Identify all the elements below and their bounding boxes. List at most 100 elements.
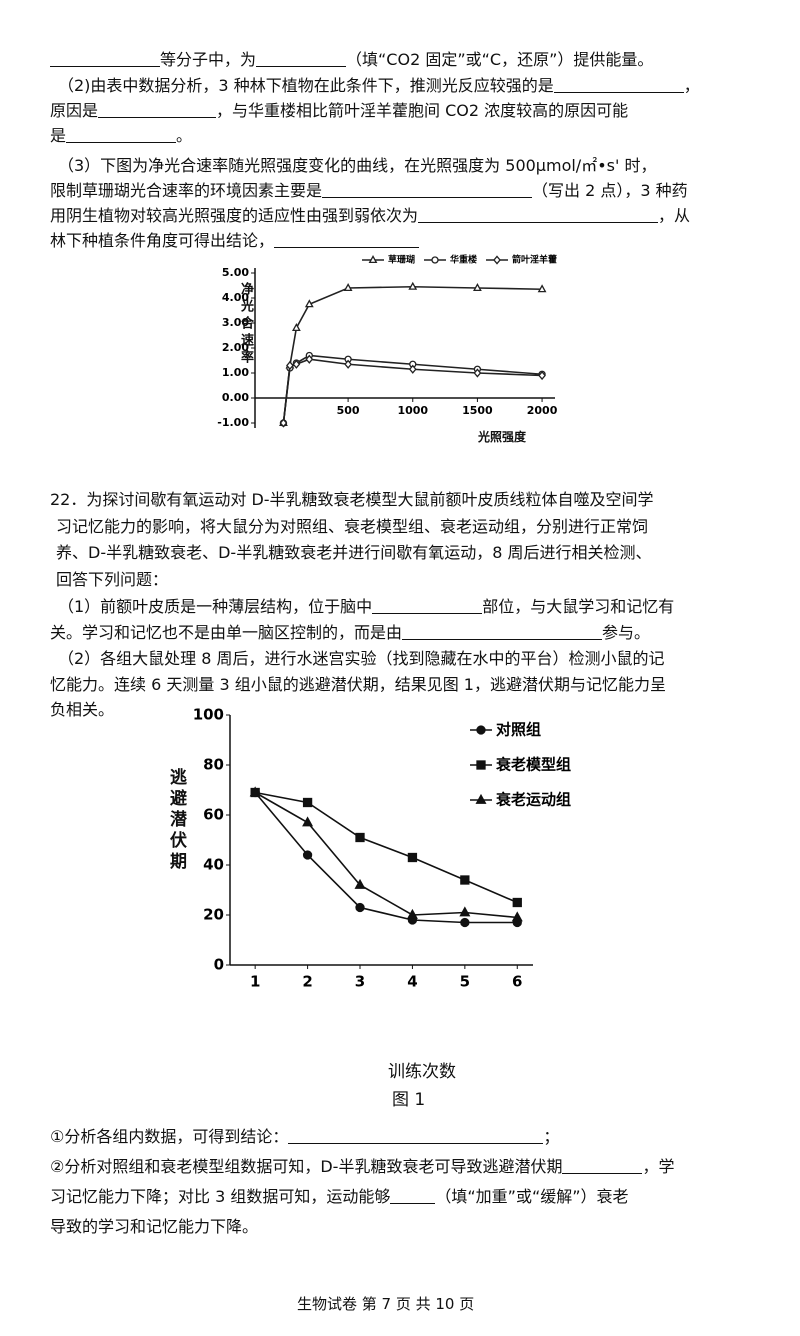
- text: （3）下图为净光合速率随光照强度变化的曲线，在光照强度为 500μmol/㎡•s…: [58, 156, 657, 175]
- series-line: [254, 791, 518, 919]
- y-tick-label: 1.00: [222, 366, 249, 379]
- marker: [460, 917, 470, 928]
- x-tick-label: 1500: [462, 404, 493, 417]
- y-tick-label: 60: [203, 806, 224, 824]
- legend-label: 衰老运动组: [495, 791, 571, 809]
- marker: [343, 283, 353, 292]
- series-line: [255, 791, 518, 904]
- marker: [279, 418, 288, 428]
- answer-blank: [66, 126, 177, 143]
- text: 关。学习和记忆也不是由单一脑区控制的，而是由: [50, 623, 403, 642]
- y-tick-label: 0: [214, 956, 224, 974]
- marker: [473, 283, 482, 292]
- text: （2)由表中数据分析，3 种林下植物在此条件下，推测光反应较强的是: [58, 76, 554, 95]
- marker: [407, 852, 418, 863]
- text: （填“加重”或“缓解”）衰老: [435, 1187, 629, 1206]
- marker: [475, 793, 487, 804]
- y-axis-title: 逃避潜伏期: [166, 768, 186, 873]
- x-tick-label: 1000: [397, 404, 428, 417]
- x-axis-title: 训练次数: [388, 1062, 456, 1082]
- marker: [344, 359, 352, 369]
- text-line: 用阴生植物对较高光照强度的适应性由强到弱依次为 ，从: [50, 206, 690, 226]
- text-line: 导致的学习和记忆能力下降。: [50, 1217, 258, 1237]
- answer-blank: [256, 50, 347, 67]
- text: ②分析对照组和衰老模型组数据可知，D-半乳糖致衰老可导致逃避潜伏期: [50, 1157, 563, 1176]
- y-tick-label: 4.00: [222, 291, 249, 304]
- legend-label: 草珊瑚: [388, 254, 415, 266]
- text-line: 原因是 ，与华重楼相比箭叶淫羊藿胞间 CO2 浓度较高的原因可能: [50, 101, 628, 121]
- text: 。: [176, 126, 193, 145]
- marker: [292, 359, 301, 369]
- x-tick-label: 4: [407, 973, 417, 991]
- text: 限制草珊瑚光合速率的环境因素主要是: [50, 181, 323, 200]
- y-tick-label: 100: [193, 706, 224, 724]
- answer-blank: [322, 181, 533, 198]
- text: 用阴生植物对较高光照强度的适应性由强到弱依次为: [50, 206, 419, 225]
- text-line: 忆能力。连续 6 天测量 3 组小鼠的逃避潜伏期，结果见图 1，逃避潜伏期与记忆…: [50, 675, 666, 695]
- answer-blank: [372, 597, 483, 614]
- text-line: ①分析各组内数据，可得到结论： ；: [50, 1127, 559, 1147]
- marker: [355, 902, 365, 913]
- y-tick-label: 80: [203, 756, 224, 774]
- marker: [511, 911, 523, 922]
- marker: [302, 850, 313, 860]
- x-tick-label: 3: [355, 973, 365, 991]
- y-tick-label: -1.00: [217, 416, 249, 429]
- x-axis-title: 光照强度: [478, 430, 527, 444]
- text: 习记忆能力下降；对比 3 组数据可知，运动能够: [50, 1187, 391, 1206]
- y-tick-label: 20: [203, 906, 224, 924]
- marker: [286, 360, 294, 371]
- marker: [249, 786, 261, 797]
- marker: [537, 284, 547, 293]
- text: 参与。: [602, 623, 651, 642]
- text: ；: [543, 1127, 560, 1146]
- text: 回答下列问题：: [56, 570, 169, 589]
- x-tick-label: 1: [250, 973, 260, 991]
- text: 忆能力。连续 6 天测量 3 组小鼠的逃避潜伏期，结果见图 1，逃避潜伏期与记忆…: [50, 675, 666, 694]
- marker: [354, 878, 366, 889]
- y-tick-label: 0.00: [222, 391, 249, 404]
- text: （1）前额叶皮质是一种薄层结构，位于脑中: [58, 597, 373, 616]
- text: 22．为探讨间歇有氧运动对 D-半乳糖致衰老模型大鼠前额叶皮质线粒体自噬及空间学: [50, 490, 654, 509]
- y-tick-label: 40: [203, 856, 224, 874]
- marker: [473, 368, 482, 378]
- text-line: 关。学习和记忆也不是由单一脑区控制的，而是由 参与。: [50, 623, 650, 643]
- series-line: [282, 285, 543, 424]
- y-tick-label: 3.00: [222, 316, 249, 329]
- series-line: [254, 791, 518, 924]
- answer-blank: [390, 1187, 436, 1204]
- marker: [408, 364, 417, 374]
- marker: [408, 281, 418, 290]
- marker: [538, 370, 546, 381]
- marker: [476, 725, 486, 735]
- marker: [476, 760, 486, 770]
- marker: [304, 299, 314, 308]
- text: ①分析各组内数据，可得到结论：: [50, 1127, 289, 1146]
- answer-blank: [562, 1157, 643, 1174]
- marker: [431, 256, 439, 264]
- legend-label: 箭叶淫羊藿: [512, 254, 557, 266]
- y-tick-label: 2.00: [222, 341, 249, 354]
- text-line: 养、D-半乳糖致衰老、D-半乳糖致衰老并进行间歇有氧运动，8 周后进行相关检测、: [56, 543, 651, 563]
- text-line: 负相关。: [50, 700, 114, 720]
- marker: [512, 897, 522, 908]
- x-tick-label: 5: [460, 973, 470, 991]
- marker: [459, 906, 471, 917]
- text: ，从: [658, 206, 691, 225]
- text-line: （2)由表中数据分析，3 种林下植物在此条件下，推测光反应较强的是 ，: [58, 76, 700, 96]
- figure-caption: 图 1: [392, 1090, 426, 1110]
- y-axis-title: 净光合速率: [238, 282, 253, 367]
- text-line: （1）前额叶皮质是一种薄层结构，位于脑中 部位，与大鼠学习和记忆有: [58, 597, 674, 617]
- marker: [291, 323, 301, 332]
- answer-blank: [418, 206, 659, 223]
- legend-label: 华重楼: [450, 254, 477, 266]
- answer-blank: [288, 1127, 544, 1144]
- text: （2）各组大鼠处理 8 周后，进行水迷宫实验（找到隐藏在水中的平台）检测小鼠的记: [58, 649, 665, 668]
- text-line: 等分子中，为 （填“CO2 固定”或“C，还原”）提供能量。: [50, 50, 653, 70]
- x-tick-label: 2: [302, 973, 312, 991]
- text: 部位，与大鼠学习和记忆有: [482, 597, 675, 616]
- text: ，: [683, 76, 700, 95]
- legend-label: 对照组: [496, 721, 541, 739]
